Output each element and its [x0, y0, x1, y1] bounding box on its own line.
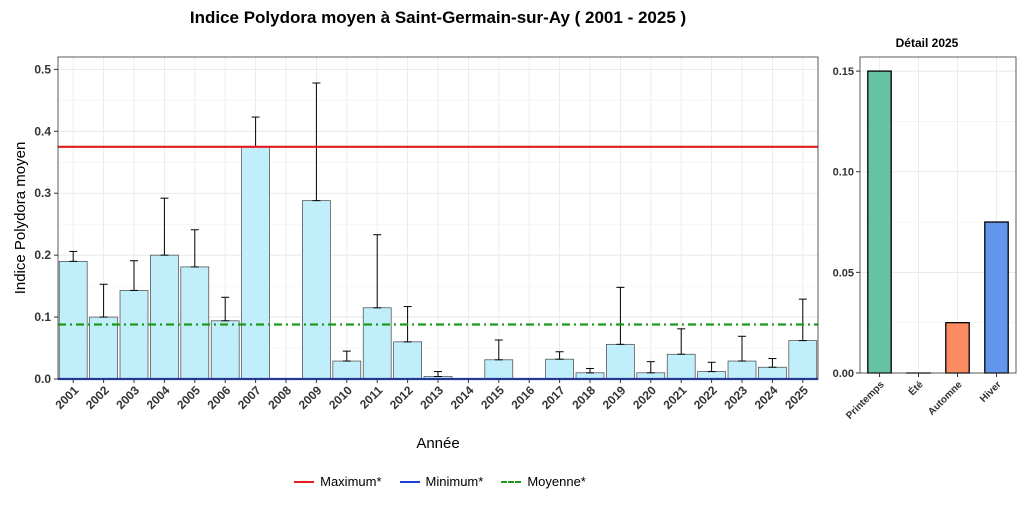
- x-tick-label: 2019: [600, 383, 629, 412]
- x-axis-label: Année: [416, 435, 459, 452]
- bar-2025: [788, 340, 818, 380]
- bar-2015: [484, 359, 514, 380]
- legend-item-minimum: Minimum*: [399, 474, 484, 489]
- x-tick-label: 2013: [417, 383, 446, 412]
- y-tick-label: 0.2: [34, 248, 51, 262]
- y-tick-label: 0.3: [34, 186, 51, 200]
- x-tick-label: 2018: [569, 383, 598, 412]
- bar-2021: [666, 353, 696, 380]
- bar-2010: [332, 360, 362, 380]
- bar-2004: [150, 254, 179, 380]
- x-tick-label: 2003: [113, 383, 142, 412]
- y-tick-label: 0.1: [34, 310, 51, 324]
- x-tick-label: 2009: [296, 383, 325, 412]
- x-tick-label: 2011: [357, 383, 386, 412]
- x-tick-label: 2025: [782, 383, 811, 412]
- y-axis-label: Indice Polydora moyen: [12, 142, 29, 295]
- detail-y-tick-label: 0.00: [833, 368, 854, 380]
- bar-2017: [545, 358, 574, 380]
- x-tick-label: 2010: [326, 383, 355, 412]
- legend-item-moyenne: Moyenne*: [501, 474, 586, 489]
- legend-label-moyenne: Moyenne*: [527, 474, 586, 489]
- legend-key-maximum: [294, 480, 315, 483]
- bar-2005: [180, 266, 210, 380]
- detail-chart-title: Détail 2025: [895, 36, 959, 50]
- x-tick-label: 2016: [509, 383, 538, 412]
- x-tick-label: 2015: [478, 383, 507, 412]
- bar-2009: [302, 200, 331, 380]
- legend-label-minimum: Minimum*: [425, 474, 484, 489]
- y-tick-label: 0.5: [34, 62, 51, 76]
- bar-2006: [210, 320, 240, 380]
- x-tick-label: 2001: [53, 383, 82, 412]
- legend: Maximum* Minimum* Moyenne*: [0, 474, 880, 489]
- bar-2002: [89, 316, 118, 380]
- x-tick-label: 2014: [448, 383, 477, 412]
- bar-2019: [606, 343, 635, 380]
- detail-plot-border: [859, 56, 1017, 374]
- bar-2003: [119, 290, 149, 380]
- detail-bar-Printemps: [867, 70, 892, 374]
- legend-key-moyenne: [501, 480, 522, 483]
- detail-bar-Automne: [945, 322, 970, 374]
- y-tick-label: 0.0: [34, 372, 51, 386]
- detail-x-tick-label: Hiver: [978, 379, 1004, 405]
- bar-2023: [727, 360, 757, 380]
- x-tick-label: 2005: [174, 383, 203, 412]
- x-tick-label: 2002: [83, 383, 112, 412]
- bar-2012: [393, 341, 422, 380]
- bar-2022: [697, 371, 726, 380]
- y-tick-label: 0.4: [34, 124, 51, 138]
- x-tick-label: 2022: [691, 383, 720, 412]
- detail-y-tick-label: 0.15: [833, 66, 854, 78]
- detail-x-tick-label: Automne: [926, 379, 965, 418]
- detail-y-tick-label: 0.05: [833, 267, 854, 279]
- legend-label-maximum: Maximum*: [320, 474, 382, 489]
- detail-y-tick-label: 0.10: [833, 167, 854, 179]
- chart-title: Indice Polydora moyen à Saint-Germain-su…: [189, 8, 687, 27]
- detail-x-tick-label: Été: [905, 378, 926, 399]
- legend-item-maximum: Maximum*: [294, 474, 382, 489]
- x-tick-label: 2021: [661, 383, 690, 412]
- detail-bar-Hiver: [984, 221, 1009, 374]
- detail-x-tick-label: Printemps: [844, 379, 887, 422]
- x-tick-label: 2007: [235, 383, 264, 412]
- x-tick-label: 2006: [205, 383, 234, 412]
- bar-2007: [241, 146, 270, 380]
- x-tick-label: 2017: [539, 383, 568, 412]
- bar-2024: [758, 366, 787, 380]
- bar-2011: [362, 307, 392, 380]
- bar-2001: [58, 260, 88, 380]
- x-tick-label: 2004: [144, 383, 173, 412]
- x-tick-label: 2012: [387, 383, 416, 412]
- x-tick-label: 2024: [752, 383, 781, 412]
- x-tick-label: 2008: [265, 383, 294, 412]
- x-tick-label: 2023: [721, 383, 750, 412]
- legend-key-minimum: [399, 480, 420, 483]
- x-tick-label: 2020: [630, 383, 659, 412]
